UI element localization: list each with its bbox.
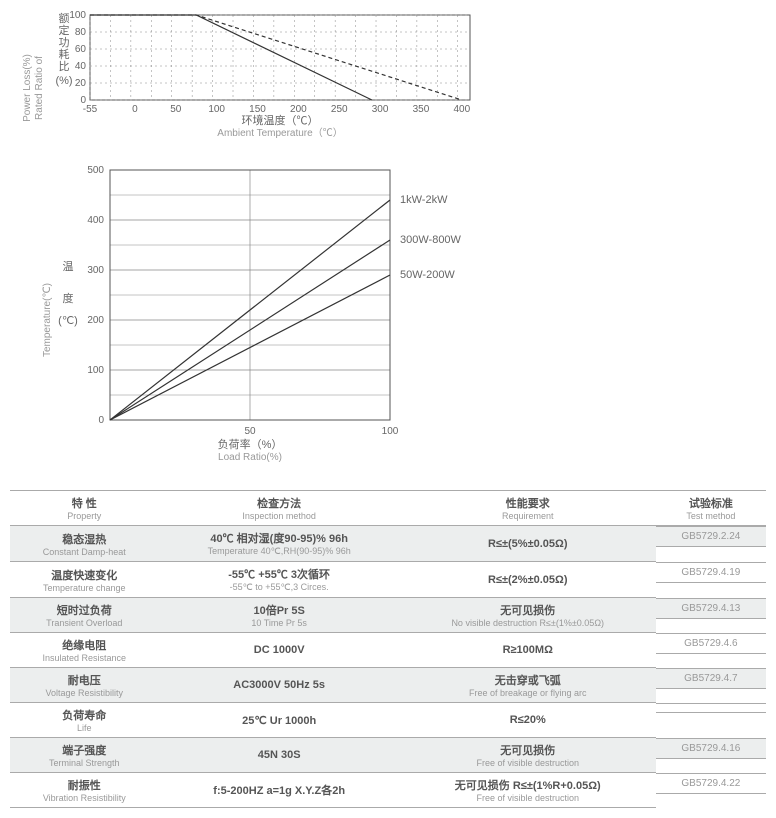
svg-text:Rated Ratio of: Rated Ratio of (34, 56, 45, 120)
svg-text:100: 100 (87, 365, 104, 376)
svg-text:50W-200W: 50W-200W (400, 269, 455, 281)
svg-text:250: 250 (331, 104, 348, 115)
svg-text:0: 0 (98, 415, 104, 426)
svg-text:温: 温 (63, 260, 74, 273)
svg-text:比: 比 (59, 60, 70, 73)
table-row: 稳态湿热Constant Damp-heat40℃ 相对湿(度90-95)% 9… (10, 526, 766, 562)
svg-text:80: 80 (75, 27, 87, 38)
svg-text:100: 100 (69, 10, 86, 21)
svg-text:300: 300 (372, 104, 389, 115)
svg-text:40: 40 (75, 61, 87, 72)
svg-text:耗: 耗 (59, 48, 70, 61)
col-header: 试验标准Test method (656, 491, 766, 526)
chart1-svg: -55050100150200250300350400020406080100额… (10, 10, 480, 140)
table-row: 负荷寿命Life25℃ Ur 1000hR≤20% (10, 703, 766, 738)
svg-text:50: 50 (244, 426, 256, 437)
table-row: 温度快速变化Temperature change-55℃ +55℃ 3次循环-5… (10, 562, 766, 598)
svg-text:60: 60 (75, 44, 87, 55)
svg-text:0: 0 (132, 104, 138, 115)
svg-text:功: 功 (59, 36, 70, 49)
properties-table: 特 性Property检查方法Inspection method性能要求Requ… (10, 490, 766, 808)
svg-text:Power Loss(%): Power Loss(%) (22, 54, 33, 122)
col-header: 性能要求Requirement (400, 491, 656, 526)
temperature-chart: 50 100 0 100 200 300 400 500 1kW-2kW 300W-800W 50W… (10, 160, 766, 470)
svg-text:100: 100 (382, 426, 399, 437)
svg-text:Temperature(℃): Temperature(℃) (42, 283, 53, 357)
table-row: 耐电压Voltage ResistibilityAC3000V 50Hz 5s无… (10, 668, 766, 703)
derating-chart: -55050100150200250300350400020406080100额… (10, 10, 766, 140)
col-header: 检查方法Inspection method (159, 491, 400, 526)
svg-text:(℃): (℃) (58, 315, 78, 327)
svg-text:额: 额 (59, 12, 70, 25)
svg-text:350: 350 (413, 104, 430, 115)
svg-text:(%): (%) (55, 75, 72, 87)
svg-text:Ambient Temperature（℃）: Ambient Temperature（℃） (217, 127, 342, 139)
svg-text:400: 400 (453, 104, 470, 115)
svg-text:1kW-2kW: 1kW-2kW (400, 194, 448, 206)
table-row: 绝缘电阻Insulated ResistanceDC 1000VR≥100MΩG… (10, 633, 766, 668)
svg-text:环境温度（℃）: 环境温度（℃） (242, 113, 319, 127)
svg-text:300W-800W: 300W-800W (400, 234, 462, 246)
svg-text:定: 定 (59, 23, 70, 37)
svg-text:150: 150 (249, 104, 266, 115)
svg-text:100: 100 (208, 104, 225, 115)
svg-text:度: 度 (63, 291, 74, 305)
col-header: 特 性Property (10, 491, 159, 526)
svg-text:200: 200 (87, 315, 104, 326)
svg-text:负荷率（%）: 负荷率（%） (218, 437, 283, 451)
svg-text:50: 50 (170, 104, 182, 115)
svg-text:200: 200 (290, 104, 307, 115)
chart2-svg: 50 100 0 100 200 300 400 500 1kW-2kW 300W-800W 50W… (10, 160, 480, 470)
table-row: 短时过负荷Transient Overload10倍Pr 5S10 Time P… (10, 598, 766, 633)
svg-text:400: 400 (87, 215, 104, 226)
svg-text:0: 0 (80, 95, 86, 106)
svg-text:500: 500 (87, 165, 104, 176)
svg-text:20: 20 (75, 78, 87, 89)
table-row: 耐振性Vibration Resistibilityf:5-200HZ a=1g… (10, 773, 766, 808)
svg-text:Load Ratio(%): Load Ratio(%) (218, 452, 282, 463)
svg-text:300: 300 (87, 265, 104, 276)
